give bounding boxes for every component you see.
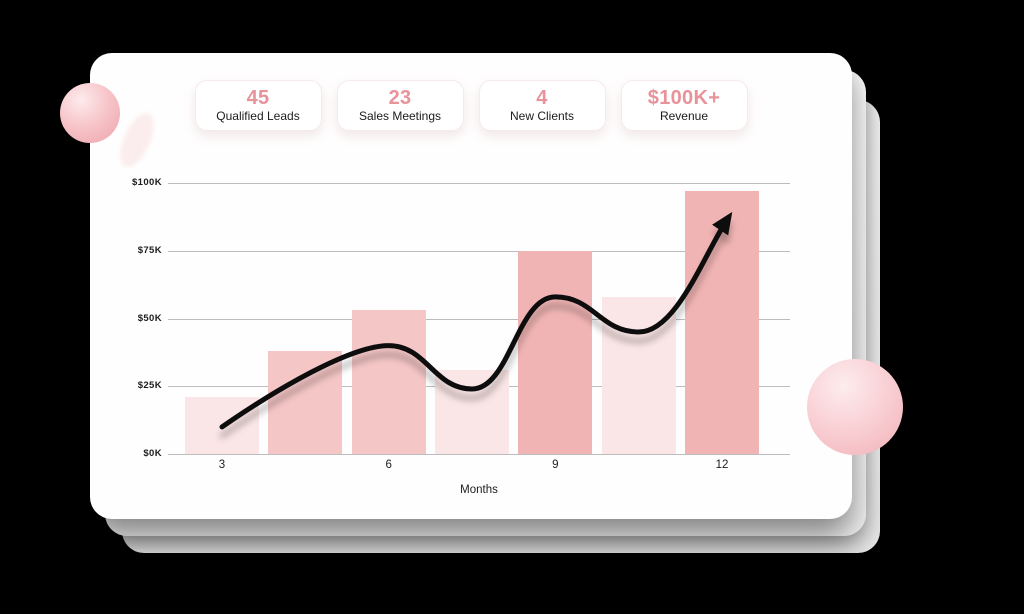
gridline bbox=[168, 250, 790, 252]
gridline bbox=[168, 183, 790, 184]
stats-row: 45 Qualified Leads 23 Sales Meetings 4 N… bbox=[90, 80, 852, 131]
bar-month-6 bbox=[351, 310, 426, 454]
bar-month-4.5 bbox=[268, 351, 343, 454]
revenue-growth-chart: $100K $75K $50K $25K $0K 3 6 9 12 Months bbox=[90, 53, 852, 519]
gridline bbox=[168, 318, 790, 320]
x-axis-tick-label: 3 bbox=[218, 459, 226, 471]
y-axis-tick-label: $75K bbox=[137, 244, 162, 256]
x-axis-tick-label: 9 bbox=[552, 459, 559, 471]
stat-card-revenue: $100K+ Revenue bbox=[620, 80, 748, 131]
bar-month-9 bbox=[518, 250, 593, 454]
stat-value: 45 bbox=[246, 87, 270, 109]
y-axis-tick-label: $50K bbox=[137, 312, 162, 324]
xaxis-title: Months bbox=[460, 484, 498, 496]
stat-card-new-clients: 4 New Clients bbox=[478, 80, 606, 131]
stat-label: Revenue bbox=[659, 109, 709, 123]
stat-card-qualified-leads: 45 Qualified Leads bbox=[194, 80, 322, 131]
stat-label: Sales Meetings bbox=[358, 109, 442, 123]
gridline bbox=[168, 454, 790, 455]
stat-card-sales-meetings: 23 Sales Meetings bbox=[336, 80, 464, 131]
y-axis-tick-label: $25K bbox=[137, 380, 162, 392]
pink-sphere-decoration-right bbox=[807, 359, 903, 455]
trend-line-svg bbox=[219, 211, 733, 430]
stat-value: 23 bbox=[388, 87, 412, 109]
stat-label: New Clients bbox=[509, 109, 575, 123]
x-axis-tick-label: 6 bbox=[385, 459, 392, 471]
trend-line-path bbox=[219, 211, 733, 430]
x-axis-tick-label: 12 bbox=[715, 459, 729, 471]
y-axis-tick-label: $0K bbox=[143, 448, 162, 459]
stat-value: $100K+ bbox=[647, 87, 721, 109]
dashboard-card: 45 Qualified Leads 23 Sales Meetings 4 N… bbox=[90, 53, 852, 519]
y-axis-tick-label: $100K bbox=[132, 177, 162, 188]
stat-label: Qualified Leads bbox=[216, 109, 300, 123]
pink-sphere-decoration-left bbox=[60, 83, 120, 143]
stat-value: 4 bbox=[536, 87, 548, 109]
